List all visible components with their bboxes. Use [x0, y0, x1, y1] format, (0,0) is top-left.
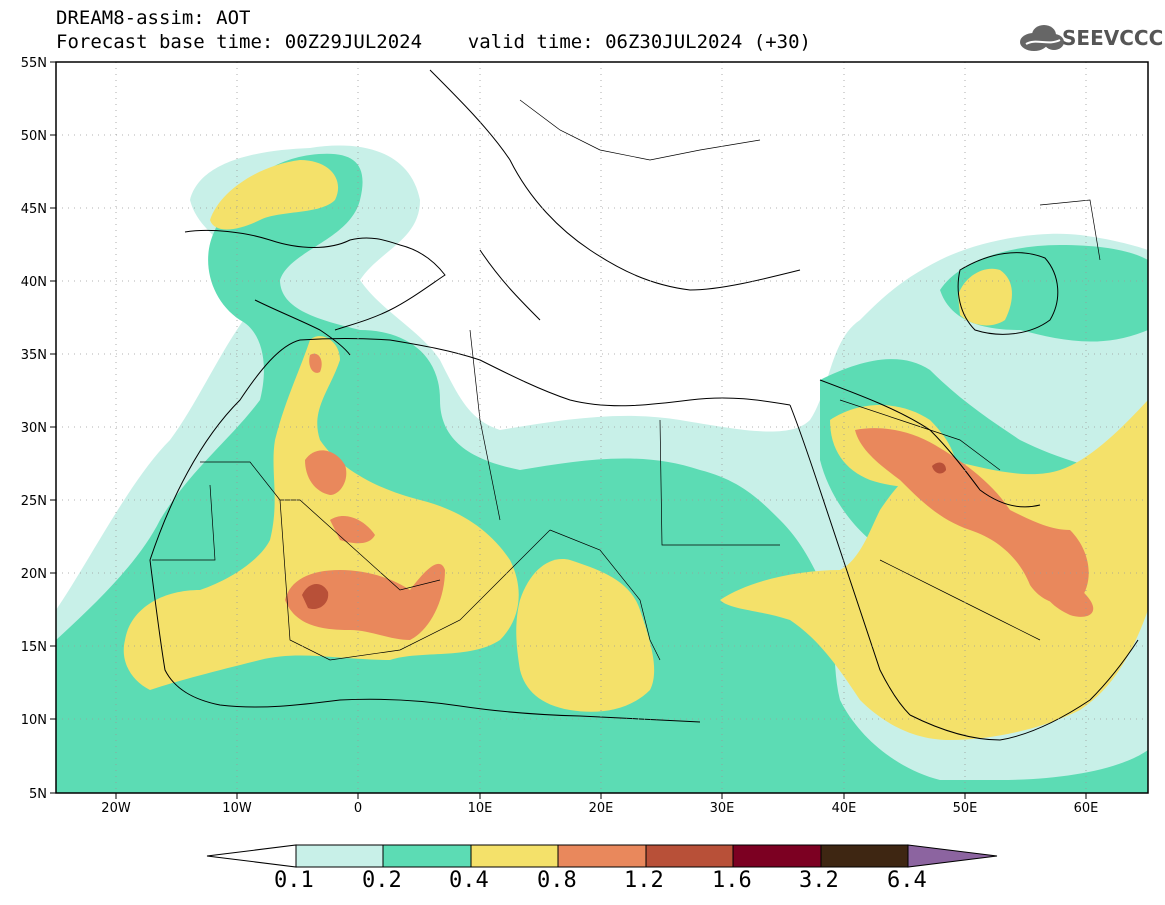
lon-label: 10E	[468, 801, 493, 816]
lon-label: 60E	[1074, 801, 1099, 816]
colorbar-bin	[557, 844, 647, 868]
colorbar-label: 0.8	[537, 868, 577, 893]
colorbar-label: 1.6	[712, 868, 752, 893]
lat-label: 15N	[21, 640, 47, 655]
coastlines	[149, 69, 1139, 741]
graticule	[56, 62, 1148, 793]
lon-label: 30E	[710, 801, 735, 816]
colorbar-label: 3.2	[799, 868, 839, 893]
lat-label: 25N	[21, 494, 47, 509]
map-subtitle: Forecast base time: 00Z29JUL2024 valid t…	[56, 31, 811, 53]
lat-label: 55N	[21, 56, 47, 71]
lat-label: 20N	[21, 567, 47, 582]
aot-level-0.8	[285, 353, 1094, 640]
colorbar-label: 0.1	[274, 868, 314, 893]
lat-label: 30N	[21, 421, 47, 436]
colorbar-label: 1.2	[624, 868, 664, 893]
lon-label: 50E	[953, 801, 978, 816]
colorbar-over-arrow	[907, 844, 998, 868]
lon-label: 10W	[222, 801, 252, 816]
lon-label: 40E	[832, 801, 857, 816]
colorbar-label: 0.4	[449, 868, 489, 893]
colorbar-bin	[382, 844, 472, 868]
colorbar-label: 0.2	[362, 868, 402, 893]
lon-label: 20W	[101, 801, 131, 816]
lon-label: 0	[354, 801, 362, 816]
colorbar-bin	[820, 844, 909, 868]
axis-ticks	[50, 61, 1087, 799]
cloud-logo-icon	[1020, 25, 1064, 51]
lat-label: 45N	[21, 202, 47, 217]
map-title: DREAM8-assim: AOT	[56, 7, 251, 29]
colorbar-under-arrow	[206, 844, 297, 868]
lat-label: 10N	[21, 713, 47, 728]
colorbar-bin	[295, 844, 384, 868]
lon-label: 20E	[589, 801, 614, 816]
aot-fields	[56, 145, 1148, 793]
colorbar-bin	[645, 844, 734, 868]
colorbar	[206, 844, 998, 868]
lat-label: 50N	[21, 129, 47, 144]
colorbar-label: 6.4	[887, 868, 927, 893]
aot-level-1.2	[302, 462, 946, 610]
lat-label: 40N	[21, 275, 47, 290]
colorbar-bin	[732, 844, 822, 868]
lat-labels: 55N 50N 45N 40N 35N 30N 25N 20N 15N 10N …	[21, 56, 47, 802]
logo-text: SEEVCCC	[1062, 26, 1164, 50]
lat-label: 5N	[29, 787, 47, 802]
lat-label: 35N	[21, 348, 47, 363]
lon-labels: 20W 10W 0 10E 20E 30E 40E 50E 60E	[101, 801, 1098, 816]
colorbar-bin	[470, 844, 559, 868]
